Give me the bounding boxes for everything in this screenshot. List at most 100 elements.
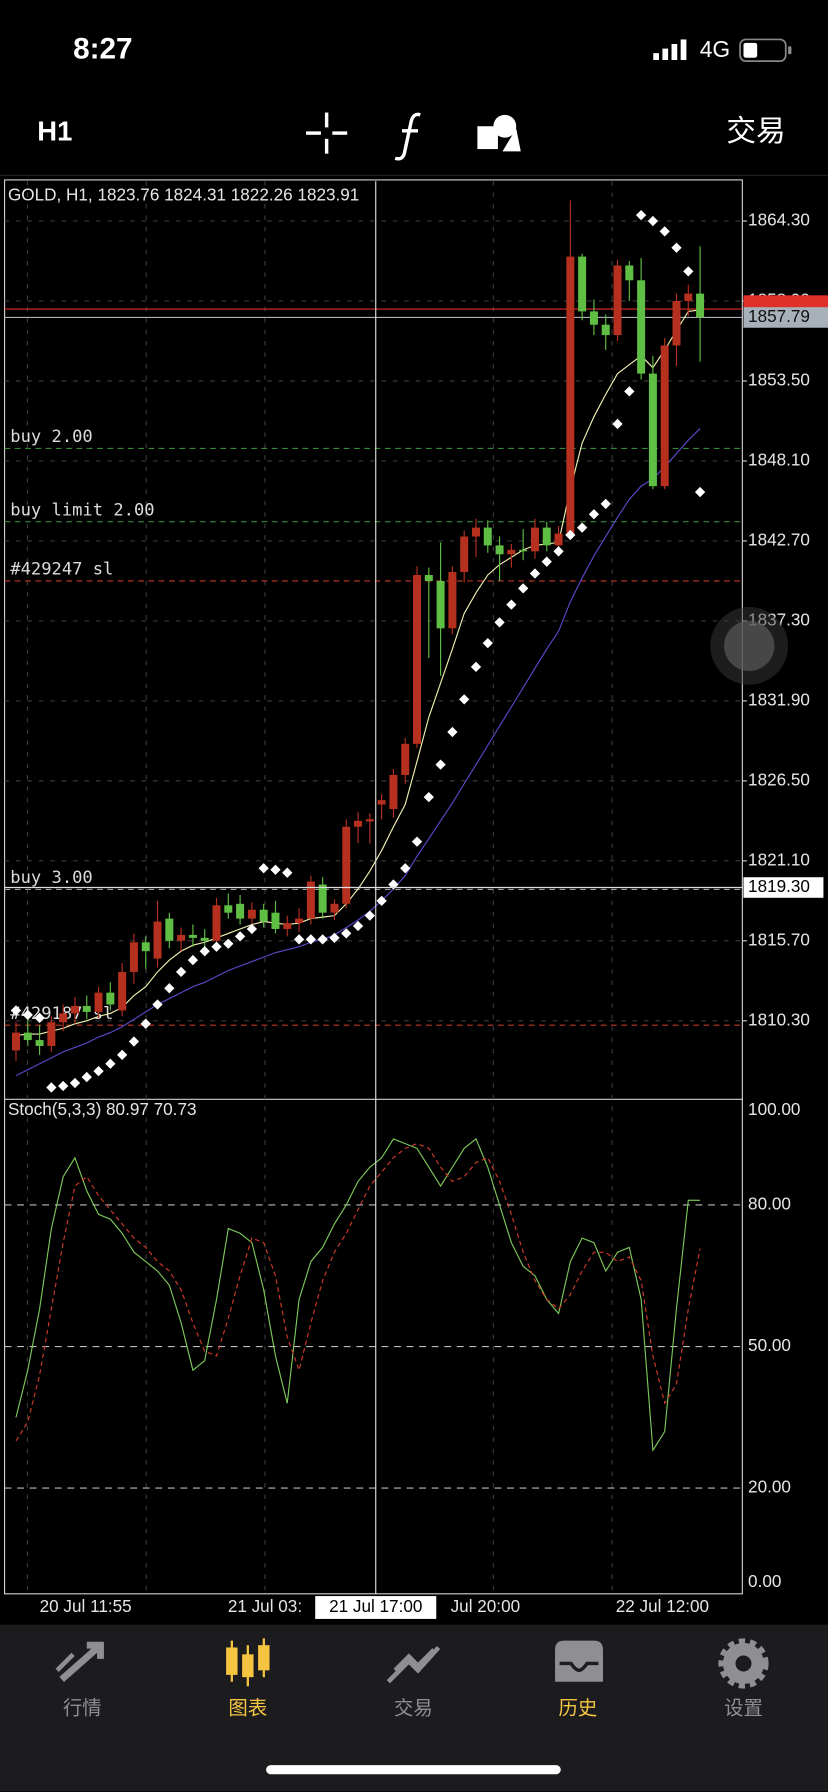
y-tick-label: 50.00 [748, 1335, 791, 1355]
sar-dot [58, 1080, 69, 1092]
candle-body [507, 549, 516, 555]
crosshair-time: 21 Jul 17:00 [329, 1596, 422, 1616]
battery-icon [739, 38, 792, 63]
y-tick-label: 1815.70 [748, 929, 810, 949]
bid-marker [743, 295, 828, 310]
candle-body [35, 1040, 44, 1046]
chart-icon[interactable] [226, 1638, 270, 1687]
candle-body [106, 992, 115, 1005]
y-tick-label: 1864.30 [748, 210, 810, 230]
network: 4G [700, 36, 730, 62]
indicator-button[interactable] [394, 112, 421, 161]
candle-body [519, 549, 528, 552]
sar-dot [81, 1071, 92, 1083]
candle-body [613, 265, 622, 336]
candle-body [94, 992, 103, 1012]
tab-label[interactable]: 行情 [63, 1697, 102, 1719]
settings-icon[interactable] [718, 1638, 769, 1689]
candle-body [542, 527, 551, 546]
sar-dot [46, 1082, 57, 1093]
sar-dot [105, 1058, 116, 1069]
candle-body [59, 1013, 68, 1023]
signal-icon [653, 39, 687, 61]
candle-body [424, 575, 433, 581]
crosshair-time-box [315, 1596, 437, 1619]
candle-body [625, 265, 634, 281]
sar-dot [659, 226, 670, 237]
sar-dot [22, 1009, 33, 1021]
indicator-title: Stoch(5,3,3) 80.97 70.73 [8, 1099, 197, 1119]
candle-body [471, 527, 480, 537]
candle-body [554, 533, 563, 546]
candle-body [601, 324, 610, 336]
y-tick-label: 1826.50 [748, 769, 810, 789]
sar-dot [128, 1036, 140, 1047]
sar-dot [482, 637, 493, 649]
tab-bar [0, 1624, 828, 1792]
crosshair-price-box [743, 877, 824, 898]
candle-body [283, 923, 292, 929]
tab-label[interactable]: 交易 [394, 1697, 433, 1719]
ask-box [743, 307, 828, 328]
candle-body [342, 826, 351, 904]
sar-dot [234, 931, 246, 942]
candle-body [306, 881, 315, 919]
candle-body [153, 921, 162, 959]
quotes-icon[interactable] [55, 1641, 104, 1683]
crosshair-price: 1819.30 [748, 876, 810, 896]
sar-dot [624, 386, 635, 397]
candle-body [365, 819, 374, 822]
assistive-touch[interactable] [710, 607, 789, 685]
sar-dot [246, 923, 258, 935]
home-indicator [266, 1765, 561, 1775]
candle-body [23, 1032, 32, 1041]
tab-label[interactable]: 设置 [724, 1697, 763, 1719]
y-tick-label: 1831.90 [748, 689, 810, 709]
history-icon[interactable] [555, 1640, 604, 1682]
x-tick-label: 21 Jul 03: [228, 1596, 302, 1616]
sar-dot [470, 661, 482, 672]
candle-body [129, 942, 138, 972]
candle-body [578, 256, 587, 312]
candle-body [259, 909, 268, 922]
sar-dot [140, 1018, 151, 1029]
candle-body [330, 903, 339, 913]
tab-label[interactable]: 历史 [558, 1697, 597, 1719]
y-tick-label: 20.00 [748, 1477, 791, 1497]
sar-dot [152, 999, 163, 1010]
y-tick-label: 100.00 [748, 1099, 800, 1119]
candle-body [589, 311, 598, 325]
candle-body [696, 293, 705, 318]
candle-body [212, 905, 221, 941]
candle-body [188, 934, 197, 938]
candle-body [483, 527, 492, 546]
candle-body [495, 545, 504, 555]
order-label: buy limit 2.00 [10, 500, 154, 520]
candle-body [70, 1005, 79, 1014]
trade-button[interactable]: 交易 [726, 115, 785, 148]
candle-body [413, 575, 422, 744]
crosshair-button[interactable] [306, 112, 348, 154]
sar-dot [518, 583, 529, 594]
line-series [15, 428, 701, 1077]
trade-icon[interactable] [386, 1645, 441, 1684]
y-tick-label: 1848.10 [748, 450, 810, 470]
timeframe-button[interactable]: H1 [37, 115, 72, 146]
chart-frame [3, 179, 743, 1595]
candle-body [118, 971, 127, 1011]
candle-body [271, 912, 280, 929]
tab-labels: 行情 图表 交易 历史 设置 [63, 1697, 763, 1719]
y-tick-label: 1842.70 [748, 529, 810, 549]
sar-dot [494, 617, 505, 628]
sar-dot [423, 792, 434, 803]
objects-button[interactable] [477, 114, 521, 152]
sar-dot [459, 694, 470, 705]
sar-dot [175, 966, 187, 978]
candle-body [566, 256, 575, 534]
x-tick-label: 20 Jul 11:55 [40, 1596, 132, 1616]
candle-body [530, 527, 539, 552]
candle-body [672, 301, 681, 346]
sar-dot [199, 946, 210, 957]
tab-label[interactable]: 图表 [228, 1697, 267, 1719]
